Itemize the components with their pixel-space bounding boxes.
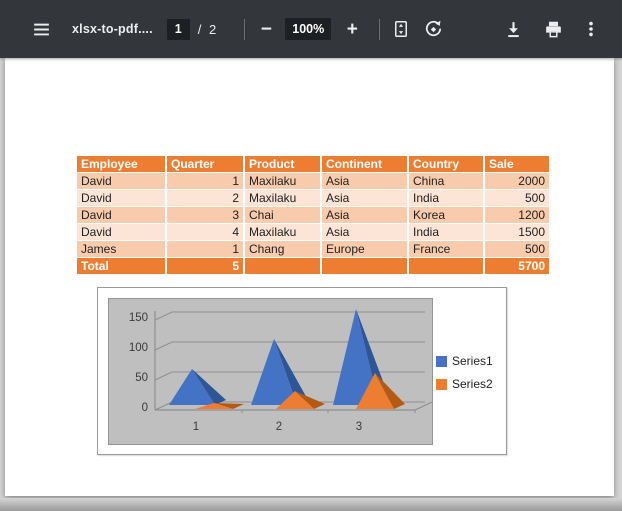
svg-text:3: 3 — [356, 421, 362, 433]
spreadsheet-table: Employee Quarter Product Continent Count… — [75, 155, 551, 275]
cell: Maxilaku — [243, 189, 322, 207]
table-row: David 3 Chai Asia Korea 1200 — [75, 206, 551, 224]
cell: James — [75, 240, 167, 258]
cell: David — [75, 206, 167, 224]
cell: Total — [75, 257, 167, 275]
legend-item-series1: Series1 — [436, 354, 493, 368]
page-number-input[interactable]: 1 — [166, 18, 190, 40]
svg-text:150: 150 — [129, 312, 148, 324]
pdf-toolbar: xlsx-to-pdf.... 1 / 2 − 100% + — [0, 0, 622, 58]
viewport-bottom-edge — [0, 498, 622, 511]
toolbar-divider — [379, 18, 381, 40]
chart-legend: Series1 Series2 — [436, 354, 493, 391]
svg-text:0: 0 — [142, 402, 148, 414]
cell: Asia — [320, 172, 409, 190]
svg-text:100: 100 — [129, 342, 148, 354]
cell: 500 — [483, 189, 551, 207]
cell: China — [407, 172, 485, 190]
zoom-level-input[interactable]: 100% — [285, 18, 332, 40]
more-options-icon[interactable] — [578, 16, 604, 42]
cell: Maxilaku — [243, 172, 322, 190]
header-employee: Employee — [75, 155, 167, 173]
cell: France — [407, 240, 485, 258]
cell: Chai — [243, 206, 322, 224]
menu-icon[interactable] — [28, 16, 54, 42]
table-row: David 1 Maxilaku Asia China 2000 — [75, 172, 551, 190]
cell: 1 — [165, 172, 245, 190]
document-title: xlsx-to-pdf.... — [72, 22, 153, 36]
cell: Europe — [320, 240, 409, 258]
header-continent: Continent — [320, 155, 409, 173]
cell: 1500 — [483, 223, 551, 241]
cell: Maxilaku — [243, 223, 322, 241]
legend-label: Series1 — [452, 354, 493, 368]
cell — [243, 257, 322, 275]
header-quarter: Quarter — [165, 155, 245, 173]
zoom-in-button[interactable]: + — [346, 18, 358, 40]
chart-plot-area: 0 50 100 150 1 2 3 — [108, 298, 433, 445]
cell — [407, 257, 485, 275]
rotate-counterclockwise-icon[interactable] — [420, 16, 446, 42]
table-total-row: Total 5 5700 — [75, 257, 551, 275]
header-sale: Sale — [483, 155, 551, 173]
cell: David — [75, 189, 167, 207]
cell: India — [407, 189, 485, 207]
cell: David — [75, 172, 167, 190]
header-product: Product — [243, 155, 322, 173]
series1-swatch — [436, 355, 447, 367]
cell: Asia — [320, 223, 409, 241]
svg-text:2: 2 — [276, 421, 282, 433]
zoom-out-button[interactable]: − — [260, 18, 272, 40]
cell: 1200 — [483, 206, 551, 224]
table-header-row: Employee Quarter Product Continent Count… — [75, 155, 551, 173]
cell: Asia — [320, 206, 409, 224]
pyramid-chart: 0 50 100 150 1 2 3 Series1 Series2 — [97, 287, 507, 455]
pyramid-chart-svg: 0 50 100 150 1 2 3 — [129, 309, 432, 433]
print-icon[interactable] — [540, 16, 566, 42]
cell: 500 — [483, 240, 551, 258]
cell: Korea — [407, 206, 485, 224]
svg-text:1: 1 — [193, 421, 199, 433]
cell: 5 — [165, 257, 245, 275]
cell: 1 — [165, 240, 245, 258]
cell: Chang — [243, 240, 322, 258]
series2-swatch — [436, 378, 447, 390]
cell: David — [75, 223, 167, 241]
cell: Asia — [320, 189, 409, 207]
fit-to-page-icon[interactable] — [388, 16, 414, 42]
legend-label: Series2 — [452, 377, 493, 391]
pdf-page: Employee Quarter Product Continent Count… — [5, 58, 614, 496]
table-row: James 1 Chang Europe France 500 — [75, 240, 551, 258]
cell: 2 — [165, 189, 245, 207]
cell: 5700 — [483, 257, 551, 275]
cell: India — [407, 223, 485, 241]
svg-text:50: 50 — [135, 372, 148, 384]
cell: 3 — [165, 206, 245, 224]
legend-item-series2: Series2 — [436, 377, 493, 391]
table-row: David 2 Maxilaku Asia India 500 — [75, 189, 551, 207]
cell: 2000 — [483, 172, 551, 190]
download-icon[interactable] — [500, 16, 526, 42]
toolbar-divider — [244, 18, 246, 40]
cell — [320, 257, 409, 275]
page-count-label: / 2 — [197, 21, 219, 37]
header-country: Country — [407, 155, 485, 173]
cell: 4 — [165, 223, 245, 241]
table-row: David 4 Maxilaku Asia India 1500 — [75, 223, 551, 241]
